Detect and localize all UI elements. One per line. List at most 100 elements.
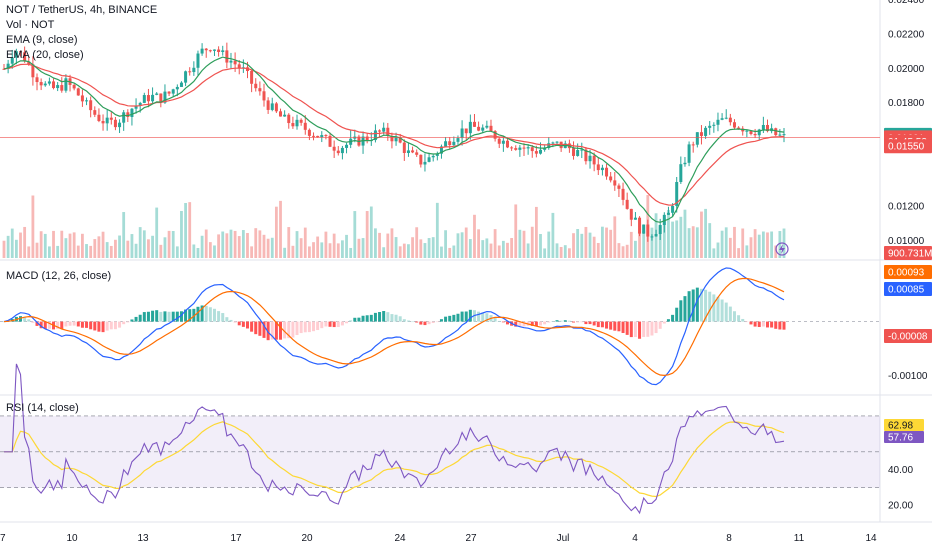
- macd-histogram-bar: [212, 308, 216, 322]
- macd-histogram-bar: [435, 321, 439, 323]
- volume-bar: [155, 207, 159, 258]
- volume-bar: [167, 230, 171, 258]
- macd-histogram-bar: [625, 321, 629, 335]
- volume-bar: [691, 226, 695, 258]
- volume-bar: [629, 231, 633, 258]
- candle-body: [93, 110, 97, 115]
- volume-bar: [328, 243, 332, 258]
- candle-body: [89, 100, 93, 111]
- volume-bar: [609, 229, 613, 258]
- macd-histogram-bar: [712, 294, 716, 322]
- candle-body: [757, 129, 761, 136]
- macd-histogram-bar: [588, 321, 592, 325]
- macd-histogram-bar: [543, 321, 547, 325]
- rsi-band: [0, 415, 880, 488]
- volume-bar: [147, 239, 150, 258]
- macd-histogram-bar: [596, 321, 600, 328]
- candle-body: [510, 147, 514, 149]
- candle-body: [332, 146, 336, 151]
- volume-bar: [56, 245, 60, 258]
- volume-bar: [547, 231, 551, 258]
- volume-bar: [159, 244, 163, 258]
- macd-histogram-bar: [188, 309, 192, 322]
- candle-body: [555, 141, 559, 143]
- macd-histogram-bar: [662, 321, 666, 324]
- candle-body: [254, 83, 258, 89]
- macd-histogram-bar: [650, 321, 654, 336]
- price-tick-label: 0.01800: [888, 98, 925, 109]
- volume-bar: [312, 242, 315, 258]
- candle-body: [167, 91, 171, 94]
- candle-body: [159, 93, 163, 103]
- macd-histogram-bar: [241, 321, 245, 327]
- macd-histogram-bar: [320, 321, 324, 329]
- macd-histogram-bar: [386, 312, 390, 322]
- macd-histogram-bar: [217, 311, 221, 322]
- candle-body: [617, 185, 621, 189]
- macd-histogram-bar: [452, 314, 456, 322]
- volume-bar: [72, 232, 76, 258]
- volume-bar: [733, 226, 736, 258]
- candle-body: [122, 112, 126, 123]
- volume-bar: [85, 244, 88, 258]
- candle-body: [547, 143, 551, 149]
- macd-histogram-bar: [142, 312, 146, 322]
- volume-bar: [237, 236, 241, 258]
- volume-bar: [407, 244, 410, 258]
- macd-histogram-bar: [675, 307, 679, 322]
- macd-histogram-bar: [378, 312, 382, 322]
- candle-body: [654, 234, 658, 237]
- volume-bar: [415, 227, 419, 258]
- volume-bar: [378, 232, 381, 258]
- candle-body: [307, 129, 311, 136]
- candle-body: [406, 150, 410, 154]
- macd-histogram-bar: [724, 302, 728, 322]
- volume-bar: [357, 238, 361, 258]
- volume-bar: [175, 246, 179, 258]
- candle-body: [539, 149, 543, 154]
- candle-body: [481, 127, 485, 131]
- x-tick-label: 7: [0, 533, 6, 544]
- candle-body: [14, 51, 18, 58]
- candle-body: [171, 89, 175, 94]
- volume-bar: [712, 248, 716, 258]
- candle-body: [279, 111, 283, 117]
- macd-histogram-bar: [291, 321, 295, 338]
- candle-body: [365, 136, 369, 141]
- macd-histogram-bar: [687, 291, 691, 322]
- volume-bar: [134, 243, 138, 258]
- candle-body: [295, 119, 299, 127]
- macd-line: [3, 267, 785, 386]
- macd-histogram-bar: [89, 321, 93, 330]
- volume-bar: [440, 246, 443, 258]
- candle-body: [97, 114, 101, 122]
- macd-histogram-bar: [68, 321, 72, 326]
- macd-histogram-bar: [493, 317, 497, 322]
- volume-bar: [753, 229, 757, 258]
- price-tick-label: 0.02000: [888, 64, 925, 75]
- macd-histogram-bar: [439, 319, 443, 322]
- macd-histogram-bar: [270, 321, 274, 340]
- volume-bar: [695, 227, 699, 258]
- macd-histogram-bar: [23, 317, 27, 322]
- volume-bar: [493, 229, 497, 258]
- candle-body: [378, 130, 382, 132]
- volume-bar: [563, 245, 567, 258]
- volume-bar: [303, 227, 307, 258]
- candle-body: [477, 126, 481, 131]
- x-tick-label: 20: [301, 533, 313, 544]
- macd-histogram-bar: [477, 311, 481, 322]
- macd-histogram-bar: [592, 321, 596, 326]
- macd-tick-label: -0.00100: [888, 371, 928, 382]
- candle-body: [151, 94, 155, 102]
- macd-histogram-bar: [505, 321, 509, 325]
- volume-bar: [506, 242, 509, 258]
- price-tick-label: 0.01200: [888, 201, 925, 212]
- macd-histogram-bar: [93, 321, 97, 331]
- rsi-tick-label: 20.00: [888, 501, 913, 512]
- candle-body: [6, 63, 10, 69]
- lightning-icon: [775, 242, 789, 256]
- candle-body: [600, 167, 604, 171]
- macd-histogram-bar: [419, 321, 423, 325]
